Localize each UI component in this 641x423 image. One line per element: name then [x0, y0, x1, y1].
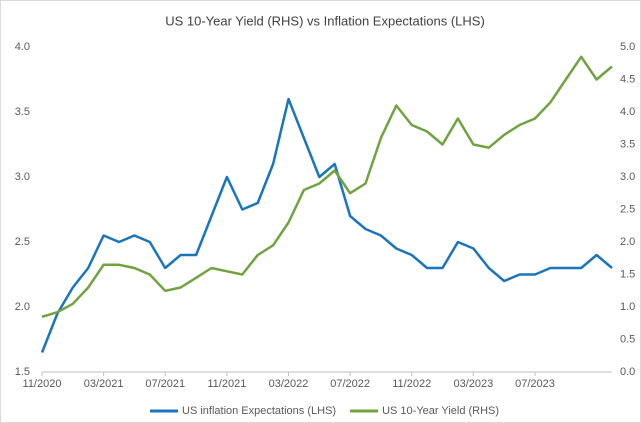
y-tick-label: 2.5 [15, 236, 30, 248]
y2-tick-label: 4.5 [620, 73, 635, 85]
y-tick-label: 4.0 [15, 41, 30, 53]
y-tick-label: 3.0 [15, 171, 30, 183]
y2-tick-label: 3.0 [620, 171, 635, 183]
y2-tick-label: 5.0 [620, 41, 635, 53]
x-tick-label: 07/2022 [330, 378, 370, 390]
y2-tick-label: 4.0 [620, 106, 635, 118]
x-tick-label: 11/2021 [207, 378, 246, 390]
y2-tick-label: 2.5 [620, 203, 635, 215]
x-tick-label: 07/2023 [515, 378, 555, 390]
series-line [41, 55, 613, 318]
x-tick-label: 11/2020 [23, 378, 62, 390]
y-tick-label: 1.5 [15, 366, 30, 378]
x-tick-label: 03/2021 [84, 378, 124, 390]
x-tick-label: 07/2021 [145, 378, 185, 390]
y2-tick-label: 2.0 [620, 236, 635, 248]
x-tick-label: 03/2022 [269, 378, 309, 390]
series-line [40, 97, 613, 353]
y2-tick-label: 0.5 [620, 333, 635, 345]
y2-tick-label: 1.5 [620, 268, 635, 280]
legend-label: US 10-Year Yield (RHS) [382, 405, 499, 417]
y-tick-label: 3.5 [15, 106, 30, 118]
y2-tick-label: 0.0 [620, 366, 635, 378]
x-tick-label: 11/2022 [392, 378, 431, 390]
legend-label: US inflation Expectations (LHS) [182, 405, 336, 417]
chart-title: US 10-Year Yield (RHS) vs Inflation Expe… [165, 13, 485, 28]
x-tick-label: 03/2023 [453, 378, 493, 390]
y2-tick-label: 3.5 [620, 138, 635, 150]
y2-tick-label: 1.0 [620, 301, 635, 313]
y-tick-label: 2.0 [15, 301, 30, 313]
